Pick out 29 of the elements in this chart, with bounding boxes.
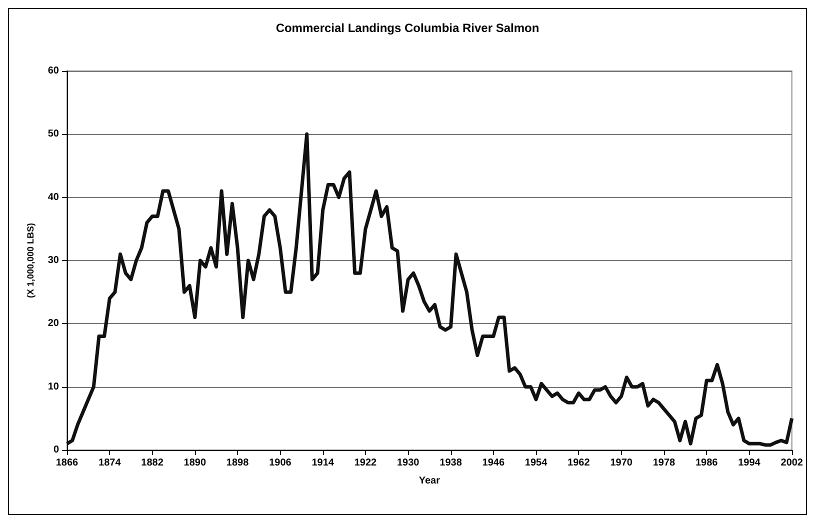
chart-title: Commercial Landings Columbia River Salmon	[276, 21, 540, 35]
y-tick-label: 10	[48, 381, 60, 392]
y-tick-label: 60	[48, 66, 60, 76]
x-tick-label: 1930	[396, 458, 420, 468]
y-tick-label: 20	[48, 318, 60, 330]
y-tick-label: 0	[53, 444, 60, 456]
x-tick-label: 1962	[568, 458, 590, 468]
y-tick-label: 30	[48, 255, 60, 266]
x-tick-label: 1986	[695, 458, 718, 468]
x-tick-label: 1906	[269, 458, 292, 468]
x-tick-label: 1874	[98, 458, 122, 468]
x-tick-label: 1866	[56, 458, 79, 468]
x-tick-label: 1954	[524, 458, 548, 468]
x-tick-label: 1946	[482, 458, 505, 468]
x-tick-label: 2002	[780, 458, 804, 468]
x-tick-label: 1970	[610, 458, 633, 468]
y-tick-label: 50	[48, 128, 60, 140]
x-tick-label: 1994	[738, 458, 761, 468]
y-tick-label: 40	[48, 192, 60, 203]
line-series	[65, 132, 794, 447]
x-tick-label: 1898	[226, 458, 250, 468]
x-tick-label: 1938	[440, 458, 462, 468]
x-tick-label: 1882	[141, 458, 164, 468]
y-axis-title: (X 1,000,000 LBS)	[26, 222, 36, 298]
x-tick-label: 1922	[354, 458, 378, 468]
x-tick-label: 1914	[312, 458, 334, 468]
x-axis-title: Year	[418, 476, 440, 486]
x-tick-label: 1978	[652, 458, 676, 468]
x-tick-label: 1890	[184, 458, 206, 468]
